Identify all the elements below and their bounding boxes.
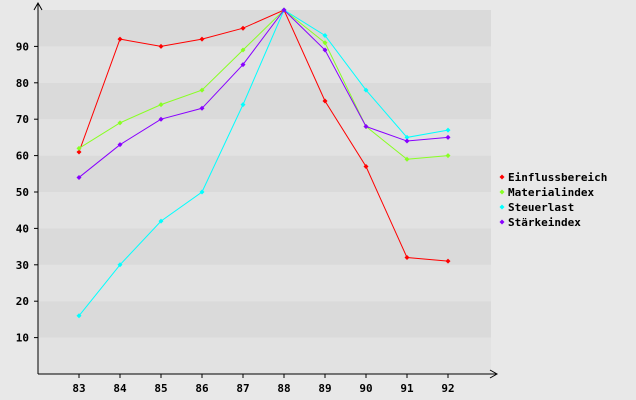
x-tick-label: 85	[154, 382, 167, 395]
data-point	[445, 153, 451, 159]
data-point	[199, 189, 205, 195]
y-tick-label: 30	[16, 259, 29, 272]
data-point	[158, 116, 164, 122]
data-point	[322, 47, 328, 53]
series-line	[78, 9, 449, 160]
data-point	[445, 134, 451, 140]
legend-item: Stärkeindex	[499, 216, 581, 229]
x-tick-label: 88	[277, 382, 290, 395]
data-point	[117, 120, 123, 126]
data-point	[158, 102, 164, 108]
legend-item: Steuerlast	[499, 201, 574, 214]
y-tick-label: 50	[16, 186, 29, 199]
data-point	[240, 25, 246, 31]
series-line	[78, 9, 449, 317]
data-point	[76, 313, 82, 319]
data-point	[199, 36, 205, 42]
y-axis-arrow	[33, 1, 43, 11]
data-point	[76, 149, 82, 155]
x-axis-arrow	[489, 369, 499, 379]
data-point	[363, 87, 369, 93]
legend-item: Materialindex	[499, 186, 594, 199]
data-point	[404, 156, 410, 162]
data-point	[76, 174, 82, 180]
grid-band	[38, 192, 491, 229]
x-axis-ticks: 83 84 85 86 87 88 89 90 91 92	[72, 374, 455, 395]
x-tick-label: 90	[359, 382, 372, 395]
y-tick-label: 40	[16, 222, 29, 235]
data-point	[404, 134, 410, 140]
legend-marker	[499, 189, 505, 195]
data-point	[199, 105, 205, 111]
grid-band	[38, 301, 491, 338]
y-tick-label: 20	[16, 295, 29, 308]
grid-band	[38, 119, 491, 156]
series-4	[76, 7, 451, 180]
y-tick-label: 90	[16, 40, 29, 53]
legend-marker	[499, 174, 505, 180]
data-point	[76, 145, 82, 151]
data-point	[281, 7, 287, 13]
data-point	[240, 62, 246, 68]
x-tick-label: 91	[400, 382, 414, 395]
data-point	[363, 123, 369, 129]
data-point	[117, 142, 123, 148]
data-point	[322, 98, 328, 104]
y-tick-label: 60	[16, 150, 29, 163]
data-point	[322, 40, 328, 46]
x-tick-label: 89	[318, 382, 331, 395]
data-point	[322, 32, 328, 38]
data-point	[158, 218, 164, 224]
grid-band	[38, 264, 491, 302]
series-layer	[76, 7, 451, 319]
legend-label: Einflussbereich	[508, 171, 607, 184]
data-point	[117, 36, 123, 42]
grid-band	[38, 337, 491, 374]
x-tick-label: 87	[236, 382, 249, 395]
data-point	[199, 87, 205, 93]
data-point	[363, 164, 369, 170]
grid-band	[38, 155, 491, 192]
data-point	[117, 262, 123, 268]
y-tick-label: 70	[16, 113, 29, 126]
data-point	[240, 47, 246, 53]
grid-bands	[38, 10, 491, 374]
x-tick-label: 83	[72, 382, 85, 395]
legend-label: Stärkeindex	[508, 216, 581, 229]
x-tick-label: 84	[113, 382, 127, 395]
data-point	[445, 127, 451, 133]
axes	[33, 1, 499, 379]
x-tick-label: 92	[441, 382, 454, 395]
legend: Einflussbereich Materialindex Steuerlast St…	[499, 171, 607, 229]
series-2	[76, 7, 451, 162]
series-line	[78, 9, 449, 178]
data-point	[404, 138, 410, 144]
grid-band	[38, 82, 491, 120]
y-tick-label: 10	[16, 332, 29, 345]
y-tick-label: 80	[16, 77, 29, 90]
grid-band	[38, 10, 491, 47]
legend-label: Materialindex	[508, 186, 594, 199]
legend-label: Steuerlast	[508, 201, 574, 214]
data-point	[240, 102, 246, 108]
grid-band	[38, 46, 491, 83]
data-point	[445, 258, 451, 264]
series-1	[76, 7, 451, 264]
data-point	[404, 255, 410, 261]
x-tick-label: 86	[195, 382, 209, 395]
y-axis-ticks: 10 20 30 40 50 60 70 80 90	[16, 40, 38, 345]
legend-marker	[499, 219, 505, 225]
data-point	[158, 43, 164, 49]
series-line	[78, 9, 449, 262]
legend-marker	[499, 204, 505, 210]
legend-item: Einflussbereich	[499, 171, 607, 184]
